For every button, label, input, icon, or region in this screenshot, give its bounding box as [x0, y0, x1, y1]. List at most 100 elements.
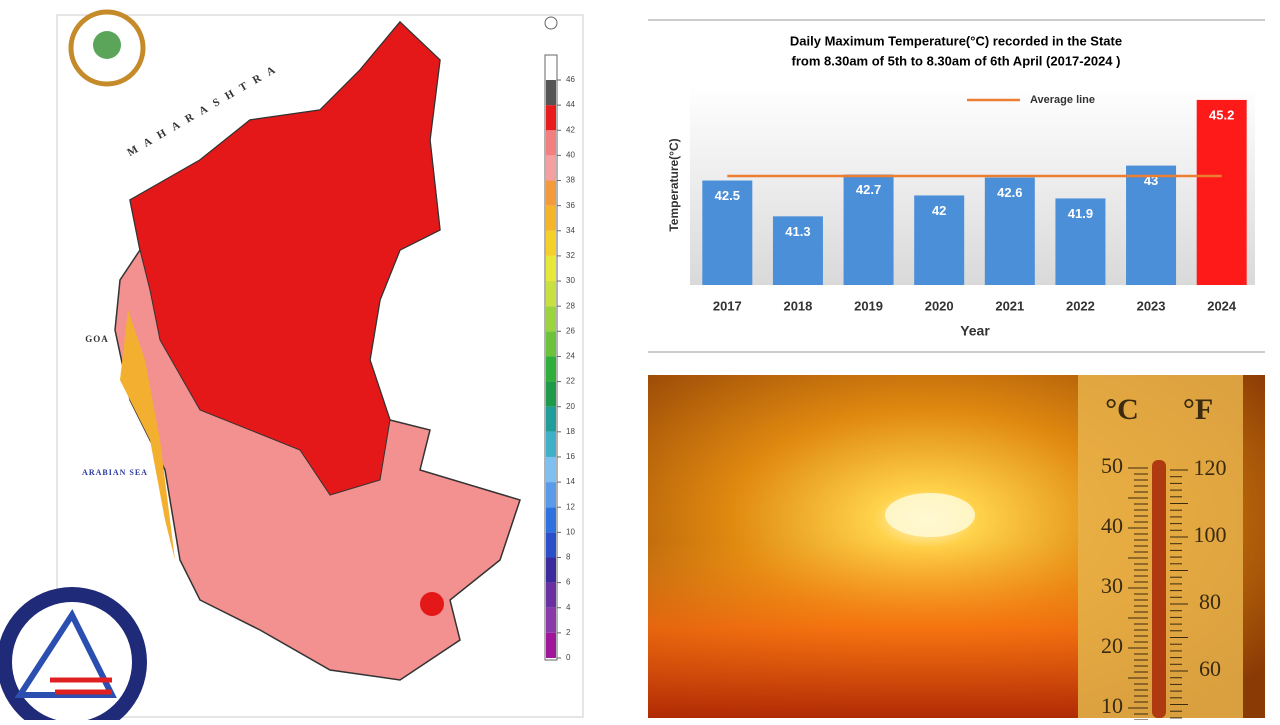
bar	[843, 174, 894, 285]
data-label: 42	[932, 203, 946, 218]
hot-spot	[420, 592, 444, 616]
scale-label: 30	[566, 276, 575, 285]
data-label: 41.3	[785, 224, 810, 239]
x-tick-label: 2019	[854, 298, 883, 313]
scale-label: 36	[566, 201, 575, 210]
data-label: 45.2	[1209, 107, 1234, 122]
x-tick-label: 2024	[1207, 298, 1237, 313]
scale-label: 4	[566, 603, 571, 612]
bar	[1055, 198, 1106, 285]
bar	[702, 180, 753, 285]
scale-label: 38	[566, 176, 575, 185]
scale-swatch	[546, 306, 556, 332]
celsius-tick: 10	[1101, 693, 1123, 718]
fahrenheit-tick: 60	[1199, 656, 1221, 681]
scale-label: 12	[566, 502, 575, 511]
scale-swatch	[546, 532, 556, 558]
logo-leaf	[93, 31, 121, 59]
scale-label: 18	[566, 427, 575, 436]
bar	[1126, 165, 1177, 285]
scale-label: 16	[566, 452, 575, 461]
scale-label: 2	[566, 628, 571, 637]
scale-swatch	[546, 281, 556, 307]
scale-swatch	[546, 180, 556, 206]
data-label: 41.9	[1068, 206, 1093, 221]
scale-swatch	[546, 205, 556, 231]
scale-swatch	[546, 331, 556, 357]
scale-swatch	[546, 406, 556, 432]
scale-swatch	[546, 582, 556, 608]
scale-label: 8	[566, 553, 571, 562]
region-label: GOA	[85, 334, 109, 344]
x-tick-label: 2022	[1066, 298, 1095, 313]
scale-label: 28	[566, 301, 575, 310]
scale-label: 32	[566, 251, 575, 260]
celsius-tick: 30	[1101, 573, 1123, 598]
scale-swatch	[546, 80, 556, 106]
fire	[648, 540, 1078, 718]
logo-mark	[14, 608, 117, 698]
sun	[885, 493, 975, 537]
bar	[772, 216, 823, 285]
scale-label: 10	[566, 527, 575, 536]
bar	[1196, 99, 1247, 285]
scale-label: 46	[566, 75, 575, 84]
scale-label: 44	[566, 100, 575, 109]
scale-label: 24	[566, 352, 575, 361]
scale-swatch	[546, 607, 556, 633]
fahrenheit-tick: 120	[1194, 455, 1227, 480]
fahrenheit-unit: °F	[1183, 393, 1213, 426]
bar	[914, 195, 965, 285]
scale-swatch	[546, 482, 556, 508]
x-tick-label: 2018	[783, 298, 812, 313]
scale-swatch	[546, 155, 556, 181]
scale-swatch	[546, 431, 556, 457]
scale-label: 20	[566, 402, 575, 411]
hot-zone	[129, 21, 441, 496]
celsius-tick: 20	[1101, 633, 1123, 658]
chart-title: Daily Maximum Temperature(°C) recorded i…	[790, 33, 1122, 48]
x-tick-label: 2021	[995, 298, 1024, 313]
scale-swatch	[546, 105, 556, 131]
scale-swatch	[546, 381, 556, 407]
legend-label: Average line	[1030, 94, 1095, 106]
x-tick-label: 2020	[925, 298, 954, 313]
data-label: 42.5	[715, 188, 740, 203]
scale-label: 34	[566, 226, 575, 235]
scale-swatch	[546, 632, 556, 658]
scale-swatch	[546, 255, 556, 282]
region-label: ARABIAN SEA	[82, 468, 148, 477]
scale-label: 26	[566, 326, 575, 335]
y-axis-label: Temperature(°C)	[667, 138, 681, 231]
scale-label: 22	[566, 377, 575, 386]
fahrenheit-tick: 100	[1194, 522, 1227, 547]
scale-label: 6	[566, 578, 571, 587]
chart-subtitle: from 8.30am of 5th to 8.30am of 6th Apri…	[792, 53, 1121, 68]
thermometer-tube	[1152, 460, 1166, 718]
celsius-tick: 40	[1101, 513, 1123, 538]
scale-label: 42	[566, 125, 575, 134]
data-label: 42.7	[856, 182, 881, 197]
logo-stripes	[50, 677, 112, 695]
celsius-tick: 50	[1101, 453, 1123, 478]
data-label: 42.6	[997, 185, 1022, 200]
x-tick-label: 2017	[713, 298, 742, 313]
scale-label: 0	[566, 653, 571, 662]
scale-swatch	[546, 507, 556, 533]
scale-swatch	[546, 230, 556, 256]
scale-swatch	[546, 557, 556, 583]
scale-swatch	[546, 130, 556, 156]
coastal-zone	[120, 310, 175, 560]
x-tick-label: 2023	[1137, 298, 1166, 313]
scale-swatch	[546, 356, 556, 382]
fahrenheit-tick: 80	[1199, 589, 1221, 614]
celsius-unit: °C	[1105, 393, 1139, 426]
scale-label: 14	[566, 477, 575, 486]
north-arrow	[544, 16, 558, 30]
scale-label: 40	[566, 151, 575, 160]
x-axis-label: Year	[960, 323, 990, 339]
scale-swatch	[546, 456, 556, 483]
bar	[984, 177, 1035, 285]
